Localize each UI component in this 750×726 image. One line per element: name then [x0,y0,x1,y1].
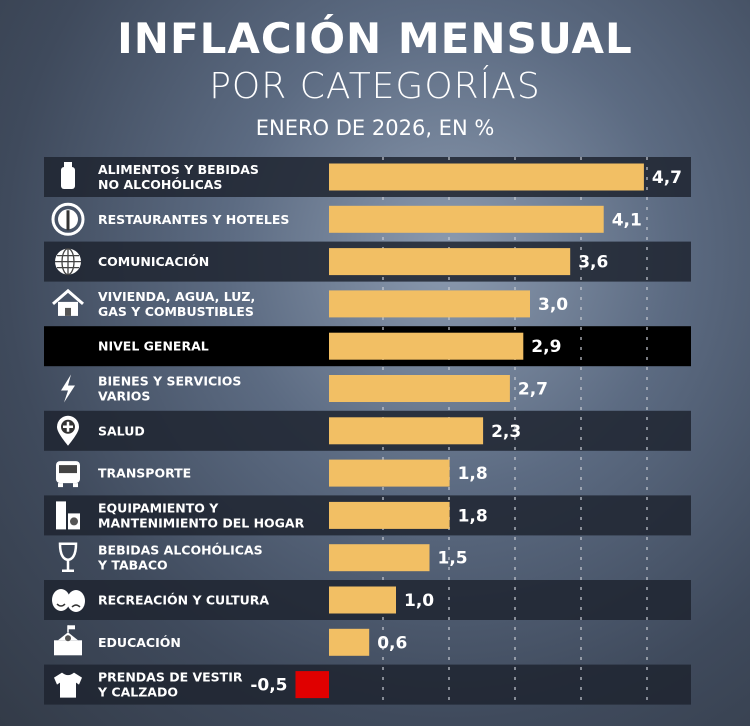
category-label: TRANSPORTE [98,466,191,481]
category-label: PRENDAS DE VESTIR [98,670,243,685]
bar [329,628,370,656]
tshirt-icon [54,672,82,698]
house-icon [52,288,84,316]
category-label: Y CALZADO [97,685,178,700]
value-label: 1,8 [458,506,488,526]
plate-cutlery-icon [51,202,85,236]
category-row: TRANSPORTE 1,8 [56,459,488,488]
bottle-icon [61,162,75,189]
value-label: 4,1 [612,210,642,230]
globe-icon [55,247,81,276]
bar [329,586,396,614]
health-pin-icon [57,415,79,446]
category-row: VIVIENDA, AGUA, LUZ,GAS Y COMBUSTIBLES 3,… [52,288,568,319]
category-label: COMUNICACIÓN [98,254,209,269]
category-label: RECREACIÓN Y CULTURA [98,593,269,608]
category-label: VIVIENDA, AGUA, LUZ, [98,289,255,304]
bar [329,501,450,529]
value-label: 2,3 [491,422,521,442]
value-label: 1,8 [458,464,488,484]
category-label: EDUCACIÓN [98,635,181,650]
bar [329,163,644,191]
bar [329,417,484,445]
value-label: 0,6 [377,633,407,653]
category-label: EQUIPAMIENTO Y [98,500,219,515]
category-label: VARIOS [98,389,150,404]
chart-title: INFLACIÓN MENSUAL [117,14,633,63]
chart-period: ENERO DE 2026, EN % [255,116,495,140]
theater-masks-icon [52,589,85,612]
category-row: COMUNICACIÓN 3,6 [55,247,608,276]
row-band [44,664,691,705]
category-row: RECREACIÓN Y CULTURA 1,0 [52,586,434,614]
value-label: 2,9 [531,337,561,357]
school-icon [54,625,82,656]
category-row: EDUCACIÓN 0,6 [54,625,407,656]
bar [329,332,524,360]
lightning-icon [61,374,75,403]
category-label: NIVEL GENERAL [98,339,209,354]
bar [329,248,571,276]
bar [329,205,604,233]
category-label: MANTENIMIENTO DEL HOGAR [98,515,305,530]
bus-icon [56,461,80,488]
value-label: 4,7 [652,168,682,188]
bar [329,375,510,402]
bar [295,671,329,699]
appliances-icon [56,501,80,530]
value-label: 1,5 [438,549,468,569]
category-label: BIENES Y SERVICIOS [98,374,241,389]
category-label: RESTAURANTES Y HOTELES [98,212,289,227]
category-row: NIVEL GENERAL 2,9 [98,332,561,360]
chart-subtitle: POR CATEGORÍAS [209,66,541,107]
wine-glass-icon [58,542,78,572]
value-label: 3,6 [578,253,608,273]
category-label: GAS Y COMBUSTIBLES [98,304,254,319]
value-label: 3,0 [538,295,568,315]
category-label: ALIMENTOS Y BEBIDAS [98,162,259,177]
category-label: BEBIDAS ALCOHÓLICAS [98,543,263,558]
value-label: 1,0 [404,591,434,611]
category-row: SALUD 2,3 [57,415,521,446]
category-label: NO ALCOHÓLICAS [98,177,222,192]
category-label: SALUD [98,423,145,438]
bar [329,290,530,318]
bar [329,459,450,487]
value-label: 2,7 [518,380,548,400]
category-label: Y TABACO [97,558,168,573]
value-label: -0,5 [250,676,287,696]
category-row: RESTAURANTES Y HOTELES 4,1 [51,202,642,236]
bar [329,544,430,572]
